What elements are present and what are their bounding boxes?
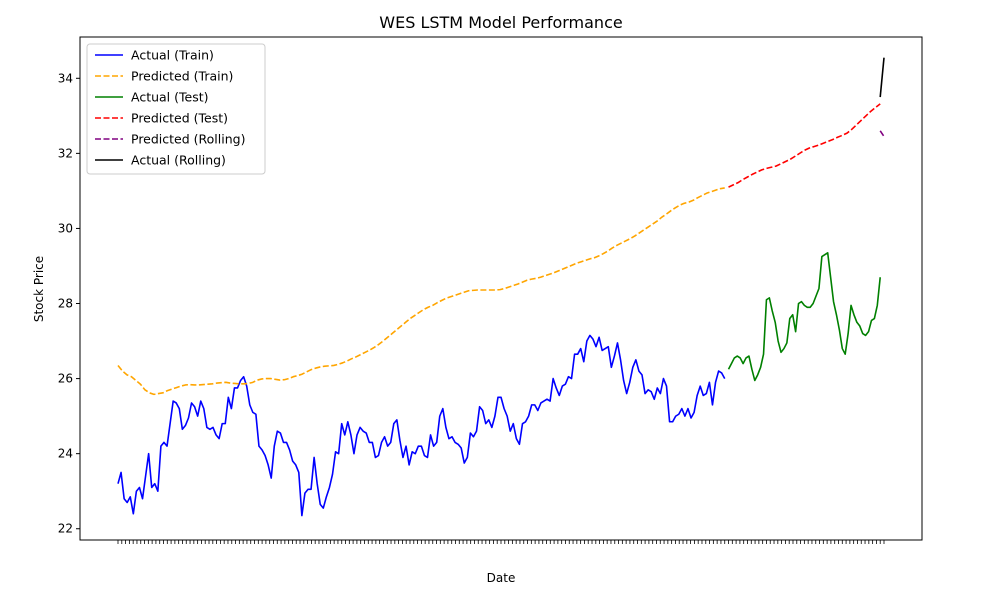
y-tick-label: 34	[58, 71, 73, 85]
series-line-actual-rolling	[879, 57, 885, 98]
y-axis: 22 24 26 28 30 32 34	[58, 71, 80, 536]
legend-label: Predicted (Train)	[131, 69, 233, 84]
series-line-predicted-train	[117, 187, 725, 396]
y-tick-label: 30	[58, 221, 73, 235]
legend-label: Predicted (Test)	[131, 111, 228, 126]
legend-box	[86, 43, 266, 175]
series-line-predicted-test	[728, 103, 881, 188]
legend-label: Actual (Rolling)	[131, 153, 226, 168]
y-axis-label: Stock Price	[32, 256, 46, 322]
legend: Actual (Train) Predicted (Train) Actual (T…	[86, 43, 266, 175]
y-tick-label: 22	[58, 522, 73, 536]
series-layer	[117, 57, 885, 517]
series-line-actual-train	[117, 334, 726, 517]
y-tick-label: 32	[58, 146, 73, 160]
x-axis-label: Date	[487, 571, 516, 585]
x-axis	[117, 540, 885, 544]
series-line-predicted-rolling	[879, 130, 885, 137]
legend-label: Actual (Test)	[131, 90, 209, 105]
legend-label: Actual (Train)	[131, 48, 214, 63]
y-tick-label: 26	[58, 372, 73, 386]
legend-label: Predicted (Rolling)	[131, 132, 245, 147]
y-tick-label: 28	[58, 297, 73, 311]
series-line-actual-test	[727, 252, 882, 382]
chart-title: WES LSTM Model Performance	[379, 13, 622, 32]
y-tick-label: 24	[58, 447, 73, 461]
